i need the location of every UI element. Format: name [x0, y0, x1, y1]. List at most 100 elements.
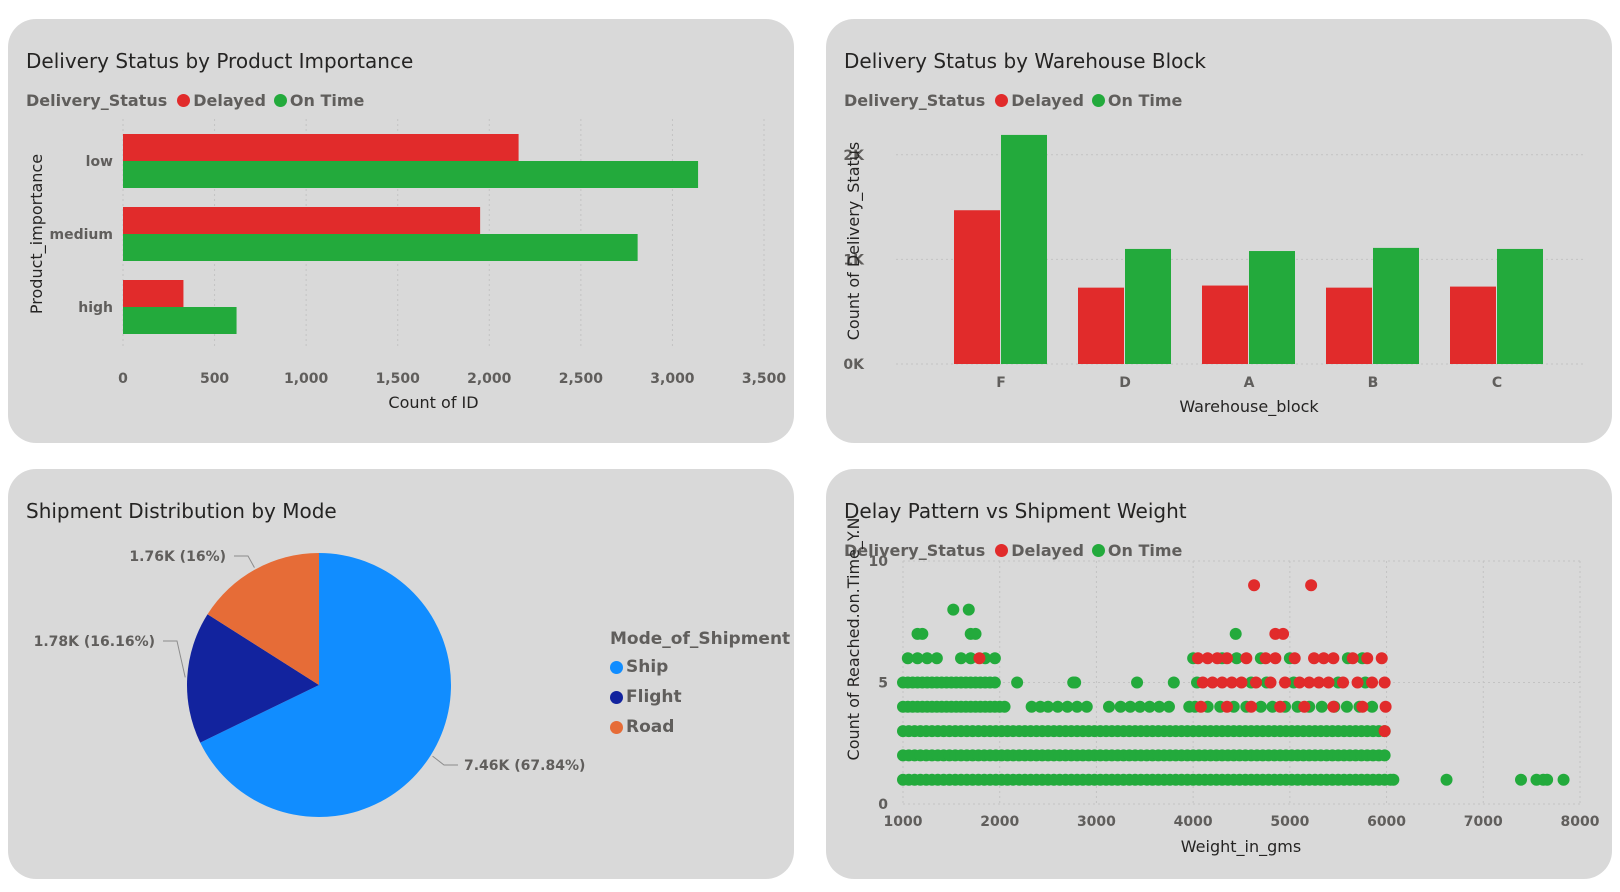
pie-legend-item-road[interactable]: Road: [610, 717, 790, 737]
warehouse-block-card: Delivery Status by Warehouse Block Deliv…: [826, 19, 1612, 443]
x-axis-title: Weight_in_gms: [1181, 837, 1301, 857]
point-delayed: [1264, 676, 1277, 689]
bar-delayed: [123, 280, 184, 307]
legend-item-delayed[interactable]: Delayed: [177, 91, 266, 110]
point-delayed: [1191, 652, 1204, 665]
x-tick-label: 2000: [980, 814, 1019, 830]
point-delayed: [1303, 676, 1316, 689]
legend-dot-delayed: [177, 94, 191, 107]
y-axis-title: Count of Reached.on.Time_Y.N: [844, 518, 864, 761]
bar-on-time: [1373, 247, 1419, 364]
point-on-time: [1025, 700, 1038, 713]
point-on-time: [988, 652, 1001, 665]
point-delayed: [1305, 579, 1318, 592]
bar-on-time: [1001, 134, 1047, 364]
pie-legend-item-flight[interactable]: Flight: [610, 687, 790, 707]
pie-slice-ship: [200, 553, 452, 817]
weight-scatter-card: Delay Pattern vs Shipment Weight Deliver…: [826, 469, 1612, 879]
legend-item-on-time[interactable]: On Time: [273, 91, 365, 110]
pie-slice-flight: [187, 614, 319, 743]
point-delayed: [1293, 676, 1306, 689]
point-on-time: [947, 603, 960, 616]
legend-title: Delivery_Status: [844, 541, 986, 560]
x-tick-label: 6000: [1367, 814, 1406, 830]
legend-dot-on-time: [1091, 544, 1105, 557]
point-delayed: [1250, 676, 1263, 689]
point-delayed: [1269, 652, 1282, 665]
point-delayed: [1378, 676, 1391, 689]
legend-item-delayed[interactable]: Delayed: [995, 91, 1084, 110]
chart-title: Shipment Distribution by Mode: [26, 499, 337, 523]
point-on-time: [1114, 700, 1127, 713]
point-on-time: [1124, 700, 1137, 713]
pie-legend-item-ship[interactable]: Ship: [610, 657, 790, 677]
legend-item-delayed[interactable]: Delayed: [995, 541, 1084, 560]
bar-on-time: [1497, 248, 1543, 364]
x-axis-title: Warehouse_block: [1179, 397, 1319, 417]
point-on-time: [1167, 676, 1180, 689]
point-delayed: [1220, 700, 1233, 713]
point-on-time: [1515, 773, 1528, 786]
point-delayed: [1211, 652, 1224, 665]
y-tick-label: 10: [869, 554, 889, 570]
legend-dot-on-time: [1091, 94, 1105, 107]
warehouse-block-chart: 0K 1K 2K F D A B C Warehouse_block Count of Deliv…: [843, 134, 1586, 417]
point-on-time: [1315, 700, 1328, 713]
x-tick-label: 1,500: [376, 371, 421, 387]
legend-dot-delayed: [995, 94, 1009, 107]
point-delayed: [1194, 700, 1207, 713]
legend-label-on-time: On Time: [289, 91, 365, 110]
y-axis-title: Count of Delivery_Status: [844, 142, 864, 341]
point-on-time: [1042, 700, 1055, 713]
point-delayed: [1356, 700, 1369, 713]
x-tick-label: 2,500: [559, 371, 604, 387]
point-on-time: [1254, 700, 1267, 713]
point-on-time: [969, 627, 982, 640]
point-delayed: [1366, 676, 1379, 689]
legend-item-on-time[interactable]: On Time: [1091, 91, 1182, 110]
legend-label-on-time: On Time: [1107, 541, 1183, 560]
legend-dot-delayed: [995, 544, 1009, 557]
x-tick-label: A: [1244, 375, 1255, 391]
point-on-time: [1440, 773, 1453, 786]
bar-delayed: [123, 134, 519, 161]
point-on-time: [1378, 749, 1391, 762]
point-on-time: [1340, 700, 1353, 713]
legend-title: Delivery_Status: [26, 91, 168, 110]
point-delayed: [1277, 627, 1290, 640]
point-on-time: [1131, 676, 1144, 689]
point-on-time: [998, 700, 1011, 713]
point-delayed: [1312, 676, 1325, 689]
point-on-time: [1230, 652, 1243, 665]
point-on-time: [1069, 676, 1082, 689]
pie-legend-title: Mode_of_Shipment: [610, 629, 791, 649]
point-delayed: [1225, 676, 1238, 689]
x-tick-label: 8000: [1561, 814, 1600, 830]
point-on-time: [901, 652, 914, 665]
legend-dot-ship: [610, 660, 623, 674]
legend-item-on-time[interactable]: On Time: [1091, 541, 1183, 560]
x-tick-label: 1,000: [284, 371, 329, 387]
point-on-time: [955, 652, 968, 665]
chart-title: Delay Pattern vs Shipment Weight: [844, 499, 1187, 523]
x-axis-title: Count of ID: [388, 393, 478, 412]
legend-dot-road: [610, 720, 623, 734]
legend-dot-flight: [610, 690, 623, 704]
point-delayed: [1201, 652, 1214, 665]
point-delayed: [1240, 652, 1253, 665]
point-delayed: [1322, 676, 1335, 689]
point-on-time: [1051, 700, 1064, 713]
x-tick-label: 7000: [1464, 814, 1503, 830]
point-on-time: [930, 652, 943, 665]
point-on-time: [1133, 700, 1146, 713]
y-tick-label: medium: [50, 227, 113, 243]
pie-legend-label-road: Road: [626, 717, 675, 737]
point-delayed: [1245, 700, 1258, 713]
point-on-time: [916, 627, 929, 640]
x-tick-label: 1000: [884, 814, 923, 830]
legend-label-delayed: Delayed: [1011, 541, 1084, 560]
point-delayed: [1274, 700, 1287, 713]
point-delayed: [1235, 676, 1248, 689]
chart-title: Delivery Status by Product Importance: [26, 49, 414, 73]
point-delayed: [1216, 676, 1229, 689]
